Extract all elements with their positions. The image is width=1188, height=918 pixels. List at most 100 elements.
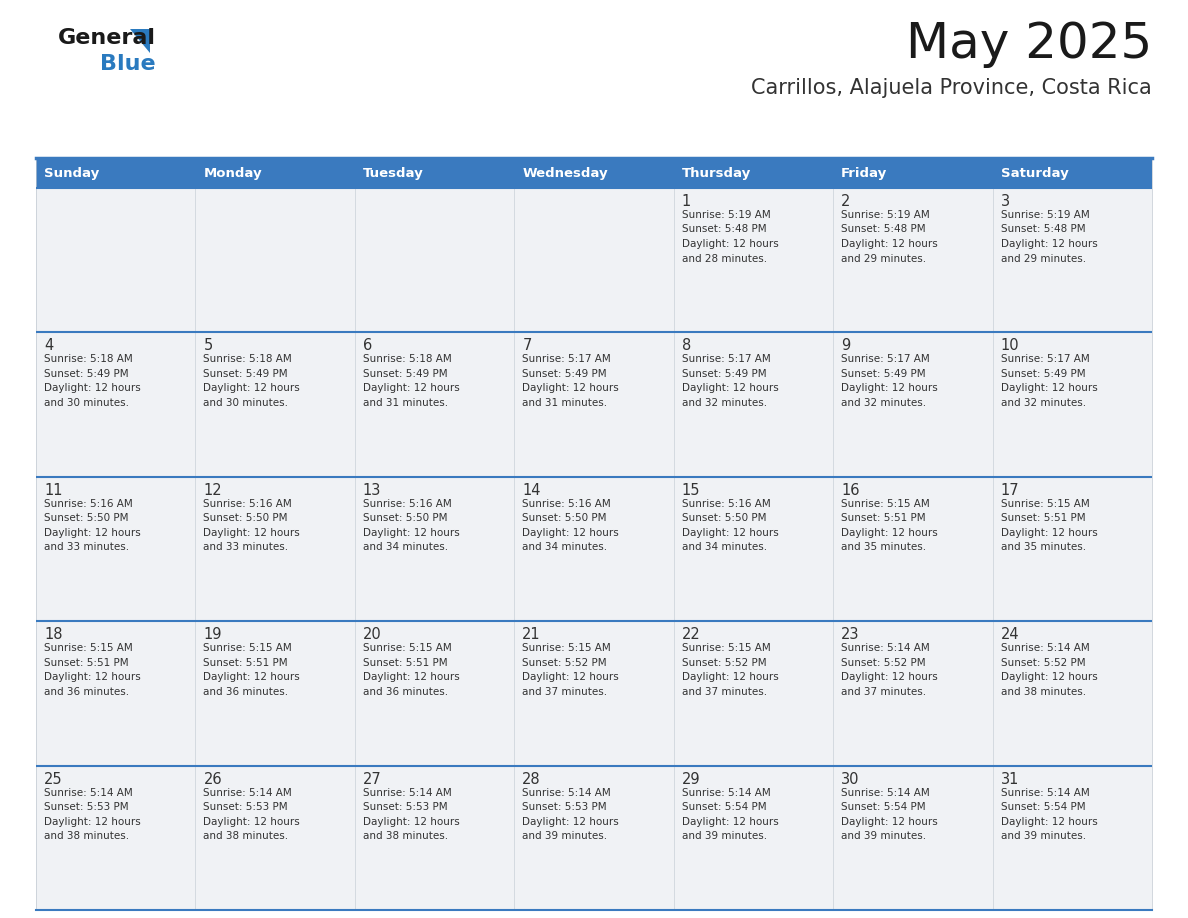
Bar: [36, 158, 196, 188]
Bar: [36, 332, 196, 476]
Text: Sunset: 5:49 PM: Sunset: 5:49 PM: [1000, 369, 1085, 379]
Bar: [674, 476, 833, 621]
Text: Sunrise: 5:14 AM: Sunrise: 5:14 AM: [1000, 644, 1089, 654]
Bar: [196, 621, 355, 766]
Text: Blue: Blue: [100, 54, 156, 74]
Text: and 32 minutes.: and 32 minutes.: [841, 397, 927, 408]
Text: 3: 3: [1000, 194, 1010, 209]
Bar: [355, 476, 514, 621]
Text: 5: 5: [203, 339, 213, 353]
Bar: [674, 158, 833, 188]
Text: Sunset: 5:49 PM: Sunset: 5:49 PM: [203, 369, 287, 379]
Text: Daylight: 12 hours: Daylight: 12 hours: [362, 528, 460, 538]
Text: Sunrise: 5:17 AM: Sunrise: 5:17 AM: [1000, 354, 1089, 364]
Text: and 34 minutes.: and 34 minutes.: [682, 543, 766, 553]
Text: and 38 minutes.: and 38 minutes.: [1000, 687, 1086, 697]
Text: Sunset: 5:52 PM: Sunset: 5:52 PM: [523, 657, 607, 667]
Text: Sunset: 5:53 PM: Sunset: 5:53 PM: [203, 802, 287, 812]
Text: Daylight: 12 hours: Daylight: 12 hours: [841, 672, 937, 682]
Text: Daylight: 12 hours: Daylight: 12 hours: [523, 384, 619, 394]
Text: Sunset: 5:49 PM: Sunset: 5:49 PM: [523, 369, 607, 379]
Text: Daylight: 12 hours: Daylight: 12 hours: [362, 817, 460, 826]
Text: Wednesday: Wednesday: [523, 166, 608, 180]
Bar: [833, 332, 992, 476]
Text: and 36 minutes.: and 36 minutes.: [203, 687, 289, 697]
Text: Daylight: 12 hours: Daylight: 12 hours: [682, 384, 778, 394]
Bar: [196, 476, 355, 621]
Text: Daylight: 12 hours: Daylight: 12 hours: [203, 384, 301, 394]
Text: 16: 16: [841, 483, 860, 498]
Text: Daylight: 12 hours: Daylight: 12 hours: [1000, 239, 1098, 249]
Text: Sunrise: 5:17 AM: Sunrise: 5:17 AM: [841, 354, 930, 364]
Text: Daylight: 12 hours: Daylight: 12 hours: [841, 528, 937, 538]
Text: and 32 minutes.: and 32 minutes.: [1000, 397, 1086, 408]
Text: and 31 minutes.: and 31 minutes.: [523, 397, 607, 408]
Bar: [514, 188, 674, 332]
Text: 8: 8: [682, 339, 691, 353]
Text: Sunrise: 5:18 AM: Sunrise: 5:18 AM: [362, 354, 451, 364]
Text: 17: 17: [1000, 483, 1019, 498]
Text: Sunset: 5:54 PM: Sunset: 5:54 PM: [1000, 802, 1085, 812]
Text: 26: 26: [203, 772, 222, 787]
Text: Daylight: 12 hours: Daylight: 12 hours: [203, 672, 301, 682]
Text: Sunrise: 5:14 AM: Sunrise: 5:14 AM: [362, 788, 451, 798]
Text: and 38 minutes.: and 38 minutes.: [203, 831, 289, 841]
Text: 6: 6: [362, 339, 372, 353]
Text: and 39 minutes.: and 39 minutes.: [682, 831, 766, 841]
Text: and 39 minutes.: and 39 minutes.: [1000, 831, 1086, 841]
Text: Sunset: 5:48 PM: Sunset: 5:48 PM: [841, 225, 925, 234]
Text: Daylight: 12 hours: Daylight: 12 hours: [682, 528, 778, 538]
Text: 18: 18: [44, 627, 63, 643]
Text: Saturday: Saturday: [1000, 166, 1068, 180]
Bar: [355, 766, 514, 910]
Text: Sunrise: 5:17 AM: Sunrise: 5:17 AM: [682, 354, 771, 364]
Text: Sunset: 5:50 PM: Sunset: 5:50 PM: [682, 513, 766, 523]
Text: 25: 25: [44, 772, 63, 787]
Text: Sunset: 5:50 PM: Sunset: 5:50 PM: [362, 513, 448, 523]
Text: Sunset: 5:49 PM: Sunset: 5:49 PM: [682, 369, 766, 379]
Text: May 2025: May 2025: [905, 20, 1152, 68]
Text: Sunrise: 5:15 AM: Sunrise: 5:15 AM: [841, 498, 930, 509]
Text: Carrillos, Alajuela Province, Costa Rica: Carrillos, Alajuela Province, Costa Rica: [751, 78, 1152, 98]
Bar: [196, 332, 355, 476]
Text: 23: 23: [841, 627, 860, 643]
Text: Daylight: 12 hours: Daylight: 12 hours: [523, 817, 619, 826]
Text: Daylight: 12 hours: Daylight: 12 hours: [1000, 384, 1098, 394]
Text: and 37 minutes.: and 37 minutes.: [841, 687, 927, 697]
Text: and 35 minutes.: and 35 minutes.: [1000, 543, 1086, 553]
Text: 9: 9: [841, 339, 851, 353]
Text: General: General: [58, 28, 156, 48]
Bar: [992, 766, 1152, 910]
Text: Friday: Friday: [841, 166, 887, 180]
Bar: [833, 766, 992, 910]
Text: and 37 minutes.: and 37 minutes.: [682, 687, 766, 697]
Bar: [833, 476, 992, 621]
Bar: [196, 766, 355, 910]
Bar: [36, 476, 196, 621]
Text: and 34 minutes.: and 34 minutes.: [362, 543, 448, 553]
Text: Daylight: 12 hours: Daylight: 12 hours: [203, 817, 301, 826]
Text: and 29 minutes.: and 29 minutes.: [1000, 253, 1086, 263]
Text: Daylight: 12 hours: Daylight: 12 hours: [523, 528, 619, 538]
Text: 14: 14: [523, 483, 541, 498]
Text: Daylight: 12 hours: Daylight: 12 hours: [682, 239, 778, 249]
Text: Sunset: 5:50 PM: Sunset: 5:50 PM: [523, 513, 607, 523]
Bar: [992, 188, 1152, 332]
Text: and 39 minutes.: and 39 minutes.: [841, 831, 927, 841]
Text: and 34 minutes.: and 34 minutes.: [523, 543, 607, 553]
Bar: [36, 766, 196, 910]
Text: Daylight: 12 hours: Daylight: 12 hours: [1000, 672, 1098, 682]
Text: Sunset: 5:51 PM: Sunset: 5:51 PM: [362, 657, 448, 667]
Text: Sunset: 5:54 PM: Sunset: 5:54 PM: [841, 802, 925, 812]
Text: Tuesday: Tuesday: [362, 166, 424, 180]
Text: 29: 29: [682, 772, 701, 787]
Text: Sunset: 5:52 PM: Sunset: 5:52 PM: [682, 657, 766, 667]
Polygon shape: [129, 29, 150, 53]
Text: Sunrise: 5:14 AM: Sunrise: 5:14 AM: [841, 788, 930, 798]
Text: 28: 28: [523, 772, 541, 787]
Text: Sunset: 5:49 PM: Sunset: 5:49 PM: [362, 369, 448, 379]
Text: and 36 minutes.: and 36 minutes.: [362, 687, 448, 697]
Text: Thursday: Thursday: [682, 166, 751, 180]
Text: 12: 12: [203, 483, 222, 498]
Bar: [196, 188, 355, 332]
